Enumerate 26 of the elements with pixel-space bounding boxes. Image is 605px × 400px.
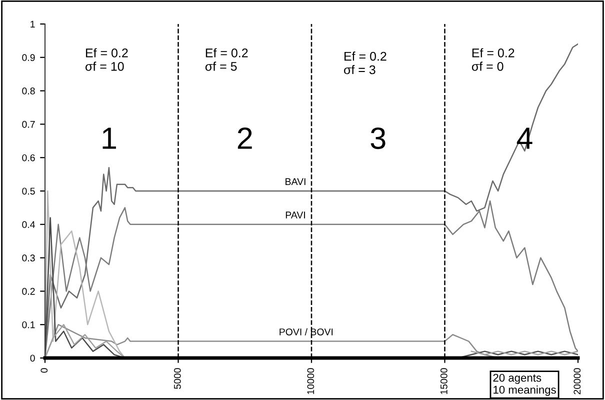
x-tick-label: 20000	[574, 368, 581, 394]
y-tick-label: 0.1	[22, 321, 35, 328]
annotation: 2	[238, 127, 252, 149]
y-tick-label: 0.3	[22, 254, 35, 262]
x-tick-label: 5000	[174, 368, 181, 389]
y-tick-label: 0.4	[22, 221, 35, 228]
annotation: 1	[102, 128, 116, 149]
series-label: PAVI	[286, 212, 305, 218]
x-tick-label: 15000	[440, 368, 448, 394]
annotation: Ef = 0.2 σf = 0	[472, 48, 514, 71]
y-tick-label: 0.8	[22, 88, 35, 94]
text: 20 agents 10 meanings	[493, 374, 556, 396]
x-tick-label: 0	[40, 368, 48, 373]
annotation: Ef = 0.2 σf = 5	[205, 48, 248, 71]
annotation: Ef = 0.2 σf = 10	[86, 48, 128, 71]
annotation: 3	[370, 127, 386, 150]
x-tick-label: 10000	[307, 368, 314, 394]
y-tick-label: 1	[30, 20, 35, 28]
y-tick-label: 0	[30, 354, 35, 362]
y-tick-label: 0.6	[22, 154, 35, 162]
y-tick-label: 0.2	[22, 288, 35, 295]
series-label: BAVI	[286, 178, 306, 185]
annotation: Ef = 0.2 σf = 3	[344, 52, 386, 74]
y-tick-label: 0.9	[22, 54, 35, 62]
y-tick-label: 0.7	[22, 120, 35, 128]
y-tick-label: 0.5	[22, 188, 35, 195]
